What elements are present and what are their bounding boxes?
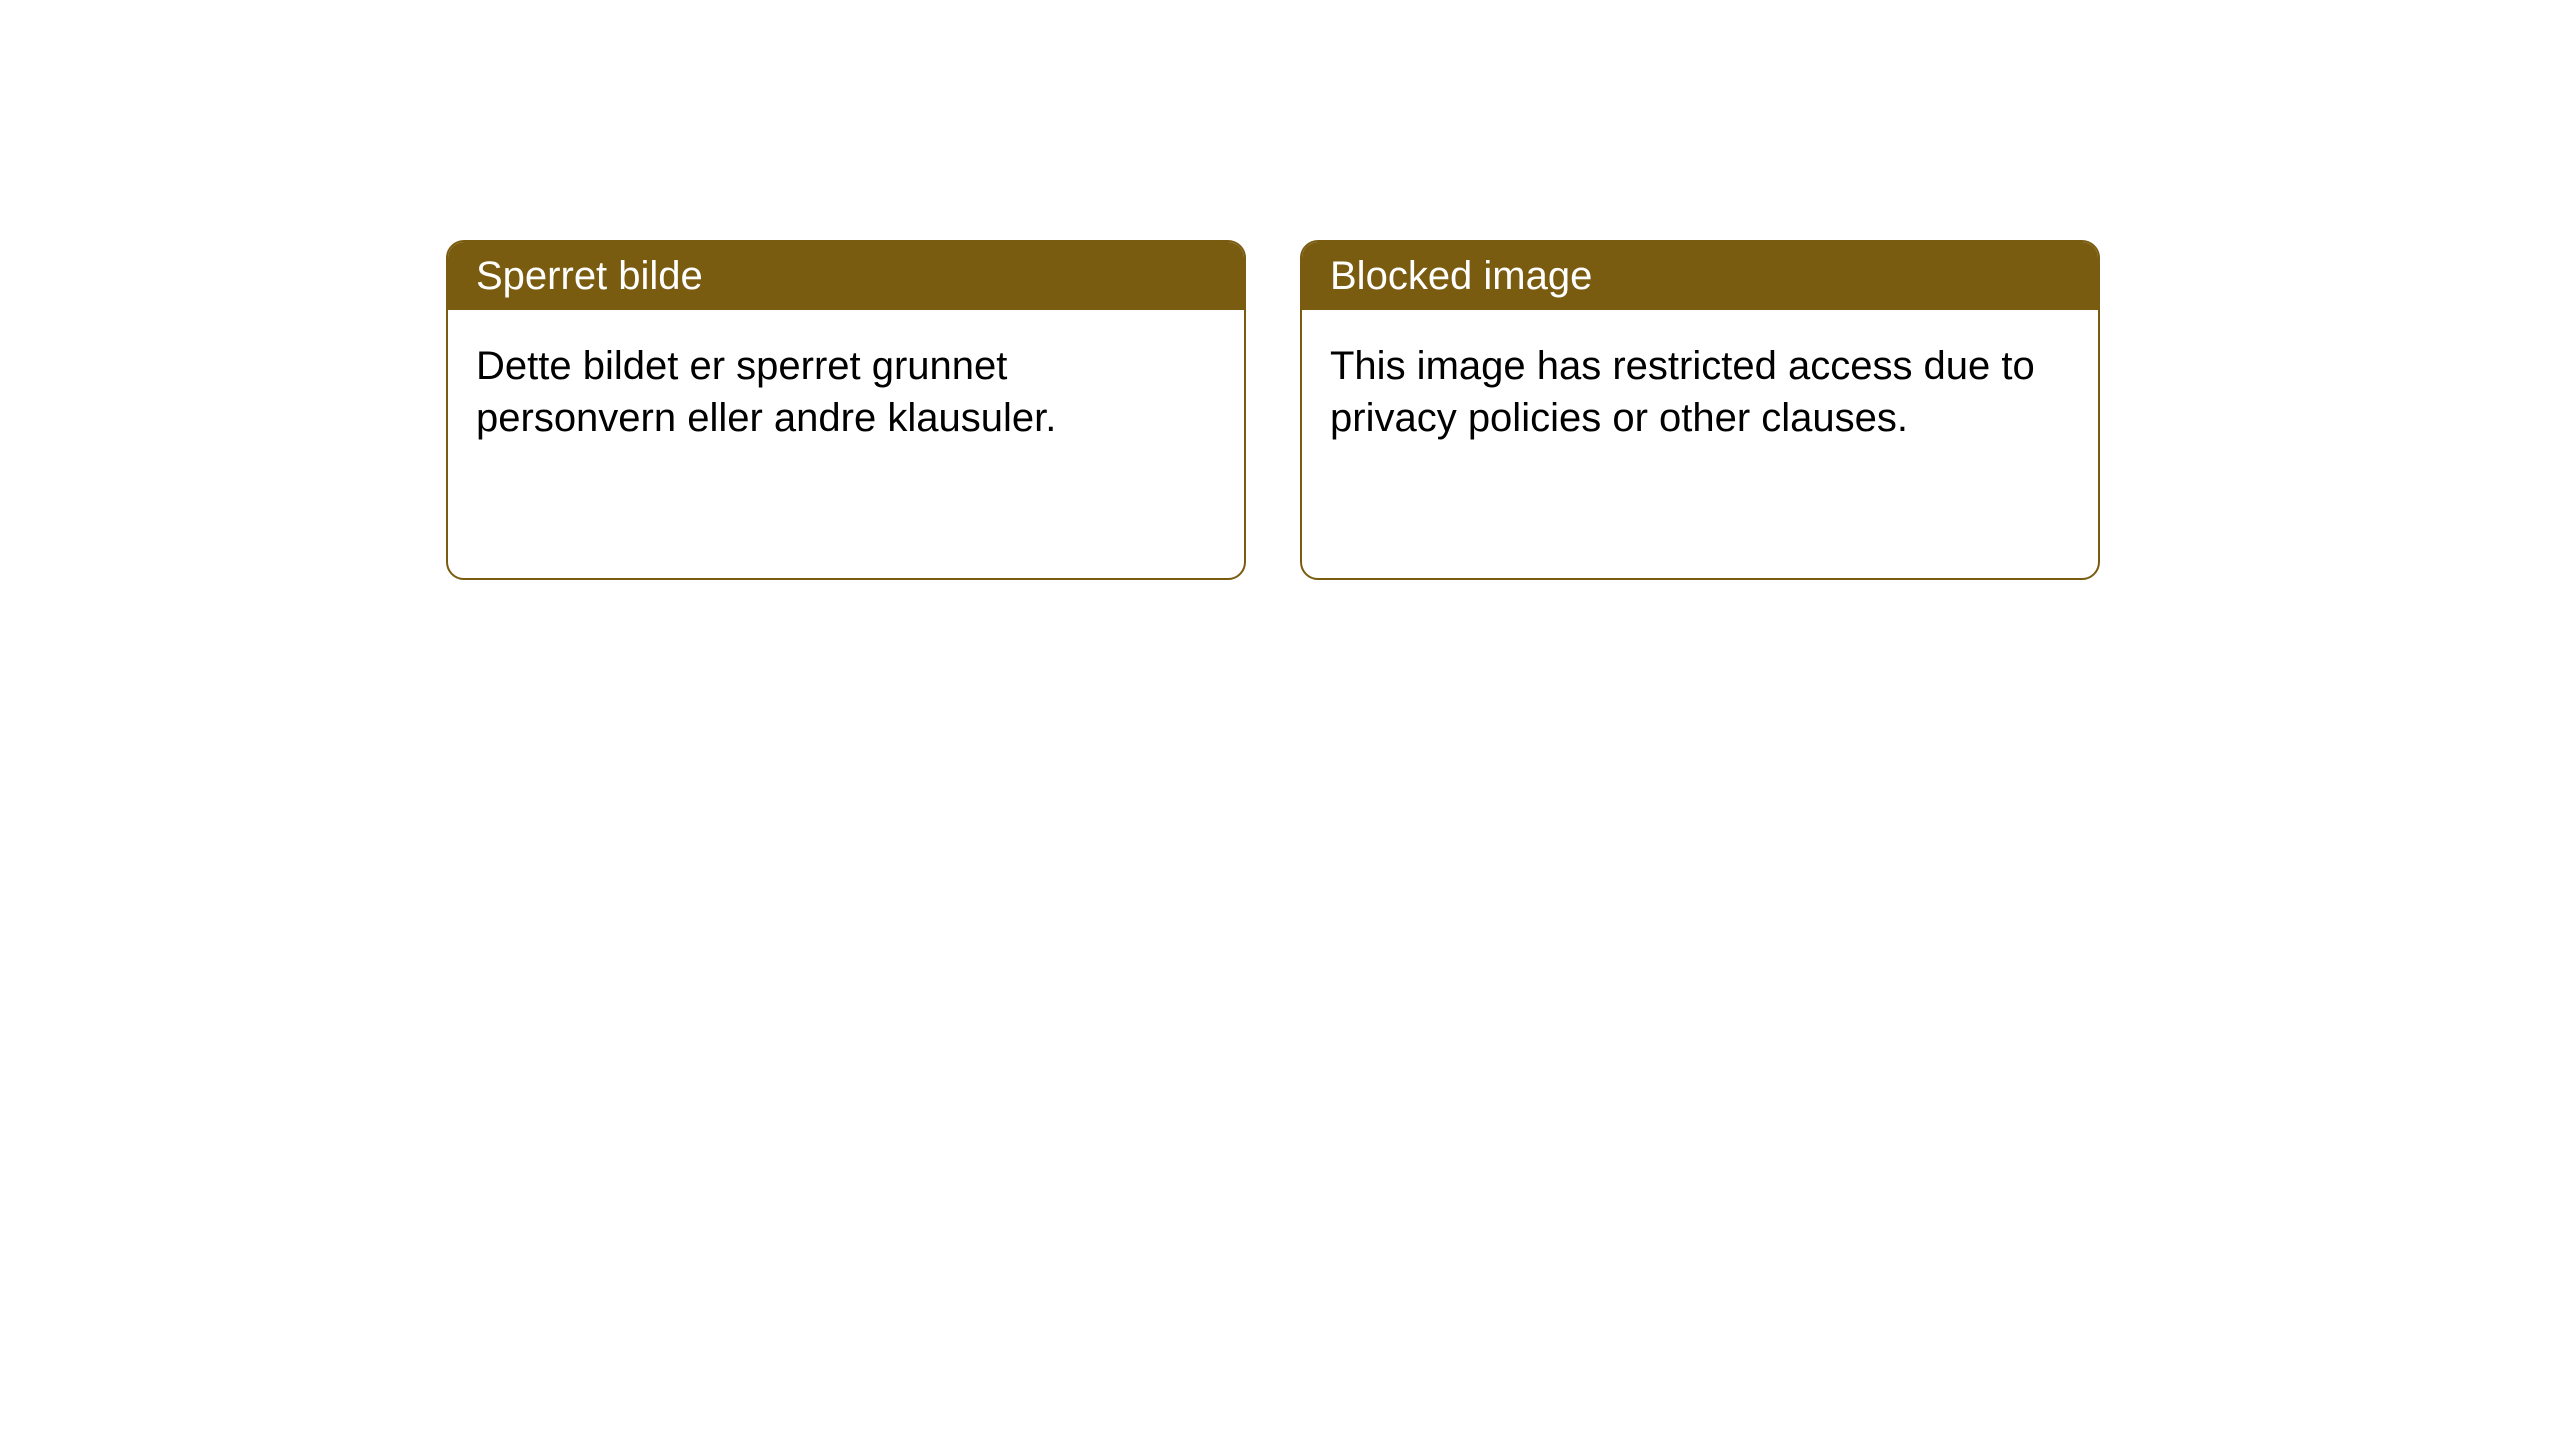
card-body-no: Dette bildet er sperret grunnet personve…	[448, 310, 1244, 474]
card-message-no: Dette bildet er sperret grunnet personve…	[476, 344, 1056, 440]
card-message-en: This image has restricted access due to …	[1330, 344, 2035, 440]
blocked-image-card-en: Blocked image This image has restricted …	[1300, 240, 2100, 580]
blocked-image-card-no: Sperret bilde Dette bildet er sperret gr…	[446, 240, 1246, 580]
card-title-en: Blocked image	[1330, 254, 1592, 298]
card-header-en: Blocked image	[1302, 242, 2098, 310]
card-body-en: This image has restricted access due to …	[1302, 310, 2098, 474]
card-title-no: Sperret bilde	[476, 254, 703, 298]
card-header-no: Sperret bilde	[448, 242, 1244, 310]
cards-container: Sperret bilde Dette bildet er sperret gr…	[446, 240, 2100, 580]
